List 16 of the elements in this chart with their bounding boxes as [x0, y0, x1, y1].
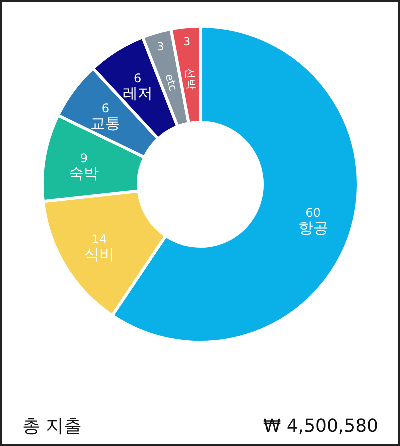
- data-label: 9: [80, 151, 88, 166]
- data-label: 3: [184, 36, 191, 49]
- data-label: 60: [306, 206, 322, 220]
- slice-label: 선박: [183, 67, 198, 91]
- slice-label: 레저: [122, 84, 153, 103]
- data-label: 14: [92, 232, 108, 247]
- slice-label: 식비: [84, 246, 115, 264]
- data-label: 6: [102, 101, 110, 116]
- text: ₩ 4,500,580: [263, 416, 379, 437]
- slice-label: 교통: [90, 114, 121, 132]
- text: 총 지출: [22, 416, 82, 437]
- slice-label: 숙박: [69, 164, 100, 182]
- data-label: 3: [157, 40, 164, 54]
- data-label: 6: [134, 72, 142, 86]
- slice-label: 항공: [298, 218, 328, 237]
- slice-label: etc: [162, 72, 180, 93]
